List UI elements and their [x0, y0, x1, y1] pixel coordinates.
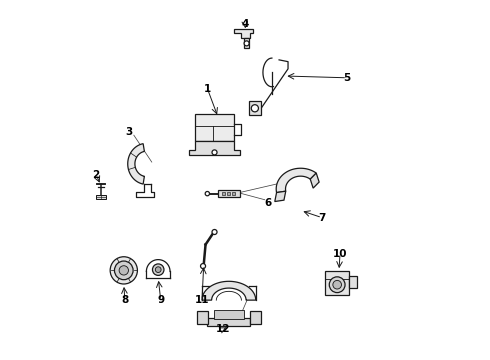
Circle shape [212, 150, 217, 155]
Circle shape [155, 267, 161, 273]
Text: 8: 8 [121, 295, 128, 305]
Circle shape [333, 280, 342, 289]
Circle shape [329, 277, 345, 293]
Polygon shape [222, 192, 225, 195]
Text: 3: 3 [125, 127, 132, 136]
Circle shape [205, 192, 210, 196]
Text: 9: 9 [157, 295, 164, 305]
Circle shape [212, 229, 217, 234]
Circle shape [152, 264, 164, 275]
Circle shape [251, 105, 258, 112]
Polygon shape [96, 195, 105, 199]
Text: 12: 12 [216, 324, 231, 334]
Circle shape [119, 266, 128, 275]
Text: 5: 5 [343, 73, 351, 83]
Polygon shape [128, 144, 145, 184]
Text: 1: 1 [204, 84, 211, 94]
Polygon shape [325, 271, 349, 295]
Circle shape [115, 261, 133, 280]
Polygon shape [202, 281, 256, 300]
Polygon shape [227, 192, 230, 195]
Polygon shape [234, 30, 253, 39]
Bar [214, 310, 244, 319]
Text: 2: 2 [93, 170, 100, 180]
Circle shape [200, 264, 205, 269]
Text: 6: 6 [265, 198, 272, 208]
Polygon shape [310, 173, 319, 188]
Bar [196, 311, 208, 324]
Text: 4: 4 [241, 19, 249, 29]
Polygon shape [275, 191, 286, 202]
Bar [250, 311, 261, 324]
Polygon shape [195, 114, 234, 140]
Polygon shape [218, 190, 240, 197]
Bar [349, 276, 357, 288]
Text: 7: 7 [318, 213, 326, 222]
Polygon shape [276, 168, 316, 193]
Polygon shape [248, 101, 261, 116]
Polygon shape [245, 39, 249, 48]
Polygon shape [232, 192, 235, 195]
Text: 11: 11 [195, 295, 209, 305]
Circle shape [244, 41, 249, 46]
Circle shape [110, 257, 137, 284]
Bar [207, 318, 250, 326]
Text: 10: 10 [333, 248, 347, 258]
Polygon shape [190, 140, 240, 155]
